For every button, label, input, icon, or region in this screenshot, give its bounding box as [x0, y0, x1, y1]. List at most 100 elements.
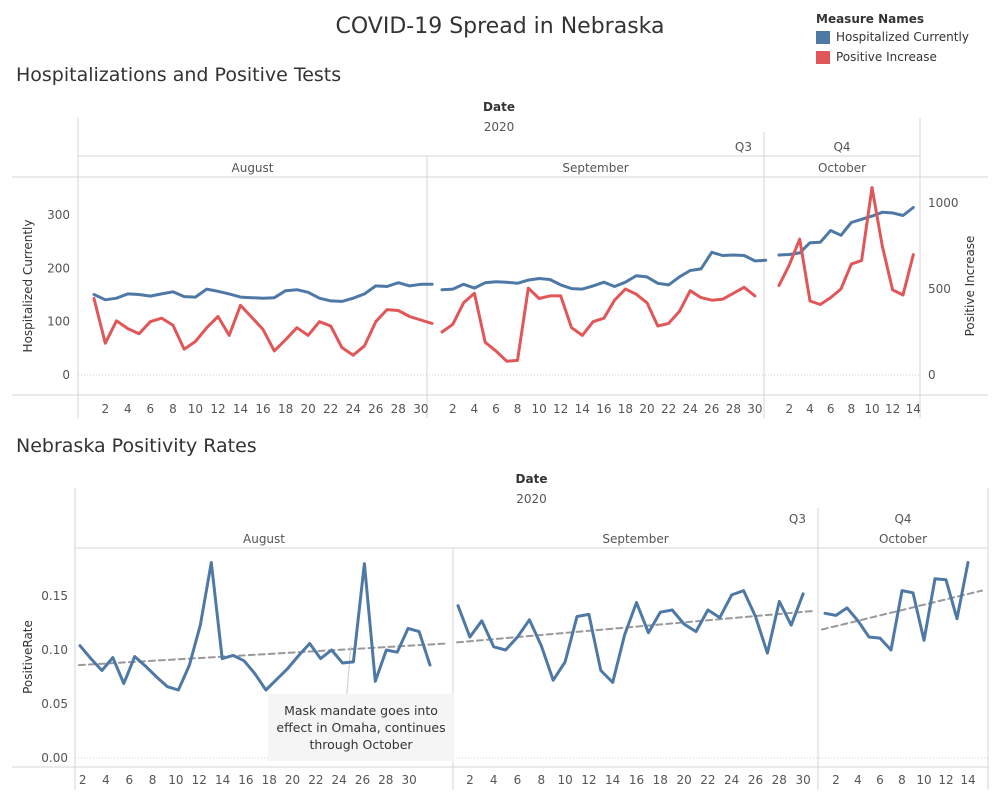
y-axis-label: PositiveRate — [21, 620, 35, 694]
x-tick-label: 4 — [854, 773, 862, 787]
x-tick-label: 10 — [531, 402, 546, 416]
x-tick-label: 12 — [210, 402, 225, 416]
x-tick-label: 4 — [102, 773, 110, 787]
x-tick-label: 20 — [285, 773, 300, 787]
x-tick-label: 24 — [683, 402, 698, 416]
line-hospitalized-currently — [440, 250, 768, 292]
line-positive-increase — [440, 285, 757, 363]
annotation-mask-mandate: Mask mandate goes into effect in Omaha, … — [268, 694, 454, 761]
legend-label-hospitalized: Hospitalized Currently — [836, 30, 969, 44]
legend-swatch-positive-increase — [816, 50, 830, 64]
line-positive-rate — [78, 561, 432, 692]
x-tick-label: 14 — [906, 402, 921, 416]
header-month-august: August — [232, 161, 274, 175]
header-year-label: 2020 — [516, 492, 547, 506]
y-tick-label: 0.10 — [41, 643, 68, 657]
x-tick-label: 28 — [378, 773, 393, 787]
x-tick-label: 28 — [772, 773, 787, 787]
x-tick-label: 8 — [514, 402, 522, 416]
x-tick-label: 12 — [885, 402, 900, 416]
x-tick-label: 24 — [332, 773, 347, 787]
y-tick-label: 100 — [47, 315, 70, 329]
header-quarter-q3: Q3 — [789, 512, 806, 526]
line-positive-rate — [823, 561, 970, 652]
x-tick-label: 22 — [661, 402, 676, 416]
x-tick-label: 16 — [238, 773, 253, 787]
x-tick-label: 8 — [537, 773, 545, 787]
x-tick-label: 16 — [255, 402, 270, 416]
x-tick-label: 8 — [898, 773, 906, 787]
legend-label-positive-increase: Positive Increase — [836, 50, 937, 64]
header-date-label: Date — [516, 472, 548, 486]
line-positive-rate — [456, 589, 805, 684]
chart-title-positivity: Nebraska Positivity Rates — [16, 435, 257, 457]
header-quarter-q3: Q3 — [735, 140, 752, 154]
legend-title: Measure Names — [816, 12, 925, 26]
legend-item-positive-increase[interactable]: Positive Increase — [816, 50, 937, 64]
x-tick-label: 14 — [605, 773, 620, 787]
header-month-september: September — [562, 161, 628, 175]
legend-swatch-hospitalized — [816, 30, 830, 44]
x-tick-label: 10 — [557, 773, 572, 787]
x-tick-label: 26 — [704, 402, 719, 416]
x-tick-label: 24 — [346, 402, 361, 416]
x-tick-label: 6 — [876, 773, 884, 787]
x-tick-label: 6 — [147, 402, 155, 416]
x-tick-label: 10 — [916, 773, 931, 787]
x-tick-label: 10 — [864, 402, 879, 416]
y-tick-label: 0 — [62, 368, 70, 382]
x-tick-label: 12 — [938, 773, 953, 787]
x-tick-label: 20 — [639, 402, 654, 416]
x-tick-label: 6 — [514, 773, 522, 787]
y-tick-label: 200 — [47, 261, 70, 275]
x-tick-label: 4 — [806, 402, 814, 416]
x-tick-label: 2 — [449, 402, 457, 416]
annotation-pointer — [346, 645, 352, 695]
y2-tick-label: 500 — [928, 282, 951, 296]
header-quarter-q4: Q4 — [894, 512, 911, 526]
x-tick-label: 2 — [786, 402, 794, 416]
x-tick-label: 18 — [618, 402, 633, 416]
header-quarter-q4: Q4 — [833, 140, 850, 154]
x-tick-label: 26 — [748, 773, 763, 787]
x-tick-label: 14 — [575, 402, 590, 416]
x-tick-label: 18 — [653, 773, 668, 787]
header-month-september: September — [602, 532, 668, 546]
x-tick-label: 30 — [413, 402, 428, 416]
y-tick-label: 0.00 — [41, 751, 68, 765]
x-tick-label: 22 — [323, 402, 338, 416]
x-tick-label: 28 — [391, 402, 406, 416]
y2-axis-label: Positive Increase — [963, 236, 977, 337]
x-tick-label: 12 — [192, 773, 207, 787]
x-tick-label: 30 — [747, 402, 762, 416]
trend-line — [821, 589, 983, 631]
x-tick-label: 6 — [492, 402, 500, 416]
x-tick-label: 14 — [960, 773, 975, 787]
x-tick-label: 30 — [401, 773, 416, 787]
x-tick-label: 2 — [79, 773, 87, 787]
x-tick-label: 4 — [490, 773, 498, 787]
x-tick-label: 26 — [368, 402, 383, 416]
x-tick-label: 12 — [553, 402, 568, 416]
x-tick-label: 20 — [300, 402, 315, 416]
x-tick-label: 10 — [188, 402, 203, 416]
header-date-label: Date — [483, 100, 515, 114]
header-month-august: August — [243, 532, 285, 546]
x-tick-label: 18 — [278, 402, 293, 416]
chart-title-hospitalizations: Hospitalizations and Positive Tests — [16, 64, 342, 86]
x-tick-label: 30 — [795, 773, 810, 787]
x-tick-label: 24 — [724, 773, 739, 787]
x-tick-label: 26 — [355, 773, 370, 787]
x-tick-label: 22 — [308, 773, 323, 787]
x-tick-label: 2 — [101, 402, 109, 416]
y-tick-label: 0.05 — [41, 697, 68, 711]
x-tick-label: 8 — [847, 402, 855, 416]
x-tick-label: 14 — [215, 773, 230, 787]
legend-item-hospitalized[interactable]: Hospitalized Currently — [816, 30, 969, 44]
x-tick-label: 18 — [262, 773, 277, 787]
header-month-october: October — [818, 161, 866, 175]
x-tick-label: 8 — [169, 402, 177, 416]
y2-tick-label: 0 — [928, 368, 936, 382]
x-tick-label: 4 — [124, 402, 132, 416]
x-tick-label: 10 — [168, 773, 183, 787]
